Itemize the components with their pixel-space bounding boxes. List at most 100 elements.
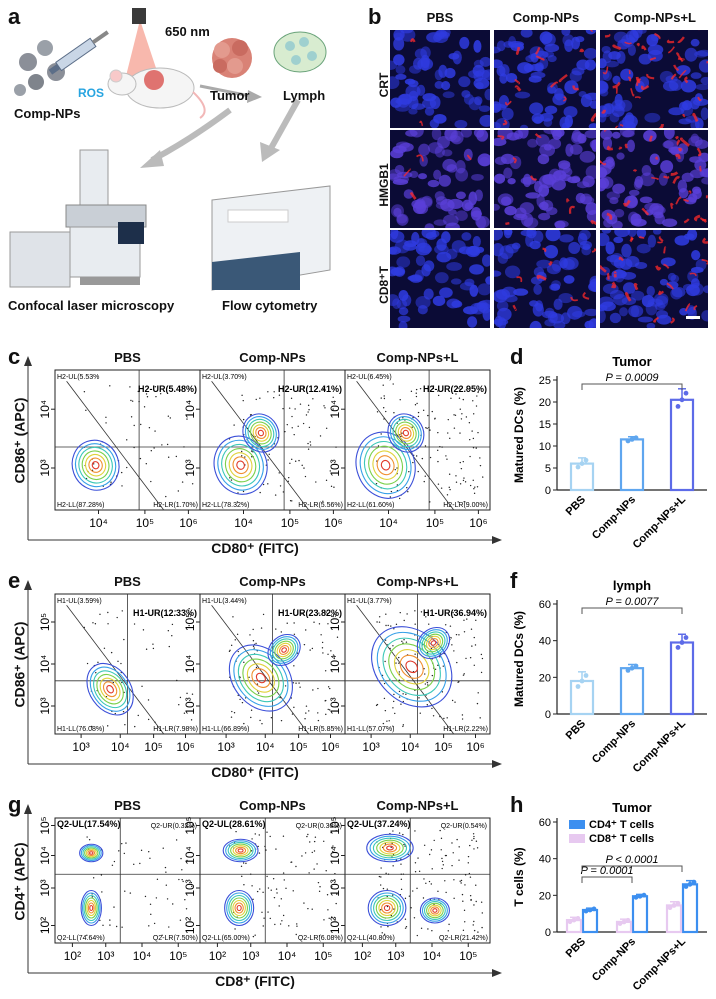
chart-ylabel: T cells (%): [512, 847, 526, 906]
flow-xtick: 10⁶: [176, 740, 194, 754]
flow-axes: [24, 356, 502, 544]
mouse-icon: [107, 67, 206, 119]
data-point: [575, 684, 581, 689]
flow-ytick: 10³: [38, 879, 52, 896]
panel-label-d: d: [510, 344, 524, 369]
data-point: [591, 906, 597, 912]
panel-label-f: f: [510, 568, 518, 593]
quadrant-ul-label: H1-UL(3.77%): [347, 598, 392, 605]
significance-bracket: [581, 865, 683, 872]
y-tick-label: 10: [539, 441, 551, 453]
flow-ytick: 10²: [38, 917, 52, 934]
data-point: [625, 917, 631, 923]
micro-row-crt: CRT: [377, 72, 391, 98]
flow-xtick: 10⁴: [133, 949, 152, 963]
flow-xtick: 10³: [97, 949, 114, 963]
flow-ytick: 10⁵: [328, 613, 342, 631]
data-point: [683, 884, 689, 889]
flow-xtick: 10⁵: [459, 949, 477, 963]
p-value-label: P < 0.0001: [605, 854, 658, 866]
data-point: [691, 879, 697, 885]
x-category-label: Comp-NPs: [590, 494, 638, 542]
flow-ytick: 10³: [183, 459, 197, 476]
flow-xtick: 10⁵: [281, 516, 299, 530]
flow-ytick: 10⁴: [328, 846, 342, 865]
data-point: [679, 640, 685, 645]
flow-xtick: 10⁵: [314, 949, 332, 963]
x-category-label: Comp-NPs+L: [631, 935, 689, 993]
panel-label-e: e: [8, 568, 21, 593]
chart-ylabel: Matured DCs (%): [512, 611, 526, 707]
data-point: [625, 438, 631, 444]
data-point: [583, 908, 589, 914]
data-point: [671, 903, 677, 908]
flow-plot: 10³ 10⁴ 10⁵ 10⁶ 10³ 10⁴ 10⁵ H1-UL(3.59%) H1-UR(1…: [38, 593, 201, 754]
flow-xtick: 10³: [362, 740, 379, 754]
x-category-label: Comp-NPs+L: [631, 493, 689, 551]
flow-plot-title: Comp-NPs+L: [376, 798, 459, 813]
flow-xtick: 10³: [387, 949, 404, 963]
panel-g-flow: CD4⁺ (APC) CD8⁺ (FITC) PBS 10² 10³ 10⁴ 10⁵ 10² 1…: [0, 796, 505, 996]
significance-bracket: [581, 876, 633, 883]
quadrant-lr-label: H1-LR(2.22%): [443, 726, 488, 733]
quadrant-ur-label: Q2-UR(0.32%): [151, 823, 197, 830]
quadrant-ul-label: H1-UL(3.44%): [202, 598, 247, 605]
quadrant-ul-label: Q2-UL(28.61%): [202, 819, 266, 829]
data-point: [583, 673, 589, 678]
flow-xtick: 10⁵: [434, 740, 452, 754]
flow-ytick: 10⁵: [328, 816, 342, 834]
micro-image-crt-pbs: [390, 30, 490, 128]
data-point: [637, 893, 643, 899]
flow-xtick: 10⁵: [136, 516, 154, 530]
data-point: [675, 645, 681, 650]
flow-ytick: 10⁴: [328, 400, 342, 419]
bar-cd4: [631, 895, 649, 934]
flow-xtick: 10⁶: [321, 740, 339, 754]
flow-plot: 10⁴ 10⁵ 10⁶ 10³ 10⁴ H2-UL(5.53% H2-UR(5.48%) H2…: [38, 369, 201, 530]
flow-xtick: 10³: [217, 740, 234, 754]
quadrant-lr-label: Q2-LR(6.08%): [298, 935, 343, 942]
micro-row-hmgb1: HMGB1: [377, 163, 391, 207]
flow-xtick: 10⁴: [234, 516, 253, 530]
flow-xtick: 10⁶: [466, 740, 484, 754]
flow-plot-title: PBS: [114, 350, 141, 365]
lymph-label: Lymph: [283, 88, 326, 103]
data-point: [575, 464, 581, 470]
flow-plot-title: Comp-NPs+L: [376, 350, 459, 365]
y-tick-label: 0: [545, 709, 551, 721]
bar: [669, 398, 695, 492]
micro-col-comp-nps-l: Comp-NPs+L: [614, 10, 696, 25]
flow-ytick: 10³: [183, 879, 197, 896]
flow-cytometry-label: Flow cytometry: [222, 298, 318, 313]
y-tick-label: 0: [545, 927, 551, 939]
quadrant-ll-label: Q2-LL(74.64%): [57, 935, 105, 942]
flow-plot: 10³ 10⁴ 10⁵ 10⁶ 10³ 10⁴ 10⁵ H1-UL(3.77%) H1-UR(3…: [328, 593, 491, 754]
y-tick-label: 25: [539, 375, 551, 387]
flow-xlabel: CD8⁺ (FITC): [215, 973, 295, 989]
flow-ytick: 10⁴: [183, 846, 197, 865]
flow-ytick: 10³: [183, 697, 197, 714]
flow-ytick: 10³: [38, 697, 52, 714]
data-point: [679, 397, 685, 403]
data-point: [675, 404, 681, 409]
chart-ylabel: Matured DCs (%): [512, 387, 526, 483]
flow-xtick: 10⁶: [324, 516, 342, 530]
panel-label-g: g: [8, 792, 22, 817]
data-point: [683, 390, 689, 396]
flow-ytick: 10⁵: [183, 613, 197, 631]
flow-ytick: 10⁵: [38, 816, 52, 834]
y-tick-label: 20: [539, 890, 551, 902]
micro-image-hmgb1-pbs: [390, 130, 490, 228]
flow-cytometer-icon: [211, 185, 331, 291]
quadrant-ur-label: H2-UR(22.95%): [423, 384, 487, 394]
wavelength-label: 650 nm: [165, 24, 210, 39]
flow-xtick: 10⁴: [278, 949, 297, 963]
flow-xtick: 10⁵: [144, 740, 162, 754]
flow-plot-title: Comp-NPs: [239, 350, 306, 365]
p-value-label: P = 0.0077: [605, 596, 659, 608]
flow-ytick: 10³: [328, 697, 342, 714]
laser-beam: [125, 20, 160, 80]
data-point: [571, 917, 577, 923]
quadrant-ll-label: H2-LL(61.60%): [347, 502, 394, 509]
